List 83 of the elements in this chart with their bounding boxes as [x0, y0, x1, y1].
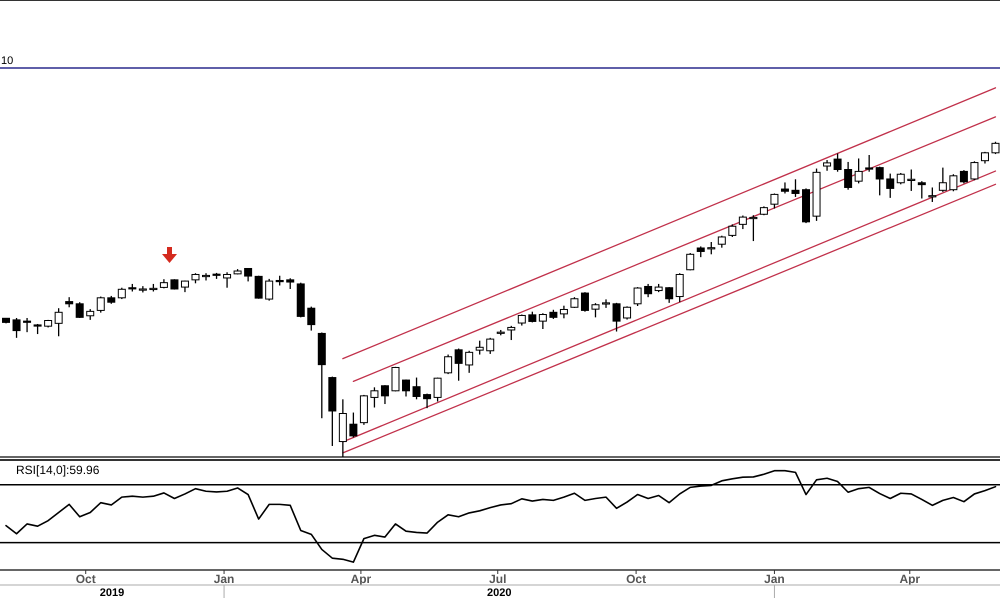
candlestick — [634, 286, 642, 307]
candlestick — [844, 161, 852, 190]
candlestick — [560, 305, 568, 319]
candlestick — [918, 180, 926, 200]
candlestick — [307, 306, 316, 332]
candlestick — [380, 384, 389, 405]
candlestick — [65, 296, 74, 308]
x-tick-label: Jan — [764, 572, 785, 586]
candlestick — [876, 166, 884, 196]
candlestick — [486, 337, 494, 355]
candlestick — [665, 286, 674, 304]
candlestick — [96, 296, 105, 314]
candlestick — [34, 323, 42, 335]
candlestick — [970, 160, 978, 181]
candlestick — [865, 154, 874, 172]
candlestick — [23, 317, 32, 333]
candlestick — [707, 241, 716, 255]
candlestick — [854, 158, 863, 184]
candlestick — [728, 224, 736, 238]
candlestick — [412, 376, 421, 400]
candlestick — [223, 272, 232, 288]
x-tick-label: Jul — [489, 572, 506, 586]
x-tick-label: Apr — [899, 572, 920, 586]
candlestick — [12, 317, 21, 338]
candlestick — [686, 252, 694, 272]
candlestick — [612, 302, 621, 332]
candlestick — [265, 278, 274, 302]
candlestick — [444, 354, 452, 375]
candlestick — [86, 308, 94, 321]
candlestick — [644, 283, 652, 298]
candlestick — [370, 386, 378, 408]
candlestick — [623, 306, 632, 320]
candlestick — [907, 168, 916, 192]
candlestick — [518, 314, 526, 326]
candlestick — [507, 325, 516, 341]
candlestick — [538, 312, 547, 330]
candlestick — [580, 291, 589, 312]
text: 2020 — [487, 587, 512, 599]
candlestick — [676, 272, 684, 303]
candlestick — [528, 311, 536, 324]
candlestick — [949, 174, 958, 192]
candlestick — [402, 378, 410, 398]
candlestick — [191, 272, 200, 284]
candlestick — [960, 169, 968, 184]
text: 10 — [1, 55, 14, 67]
x-tick-label: Apr — [350, 572, 372, 586]
candlestick — [591, 302, 600, 318]
candlestick — [823, 159, 832, 172]
candlestick — [549, 309, 558, 320]
candlestick — [118, 287, 126, 300]
candlestick — [76, 302, 84, 319]
text: 2019 — [100, 587, 124, 599]
candlestick — [928, 186, 936, 203]
candlestick — [886, 172, 894, 199]
candlestick — [834, 152, 842, 172]
candlestick — [718, 235, 726, 248]
chart-title: RSI[14,0]:59.96 — [16, 463, 100, 477]
candlestick — [938, 166, 947, 193]
candlestick — [434, 376, 442, 402]
x-tick-label: Oct — [626, 572, 646, 586]
candlestick — [160, 278, 168, 289]
candlestick — [276, 275, 284, 286]
candlestick — [570, 296, 578, 309]
candlestick — [454, 348, 463, 382]
candlestick — [476, 340, 484, 356]
candlestick — [465, 350, 474, 374]
candlestick — [286, 278, 294, 290]
candlestick — [54, 308, 63, 337]
candlestick — [244, 268, 252, 282]
candlestick — [780, 182, 789, 194]
candlestick — [980, 151, 989, 164]
candlestick — [254, 275, 263, 300]
candlestick — [738, 214, 747, 230]
x-tick-label: Oct — [76, 572, 96, 586]
candlestick — [770, 192, 778, 210]
candlestick — [349, 412, 358, 438]
candlestick — [749, 214, 758, 242]
x-tick-label: Jan — [214, 572, 234, 586]
candlestick — [896, 172, 905, 185]
candlestick — [391, 366, 400, 392]
candlestick — [423, 392, 432, 409]
candlestick — [791, 178, 800, 198]
candlestick — [696, 246, 705, 258]
